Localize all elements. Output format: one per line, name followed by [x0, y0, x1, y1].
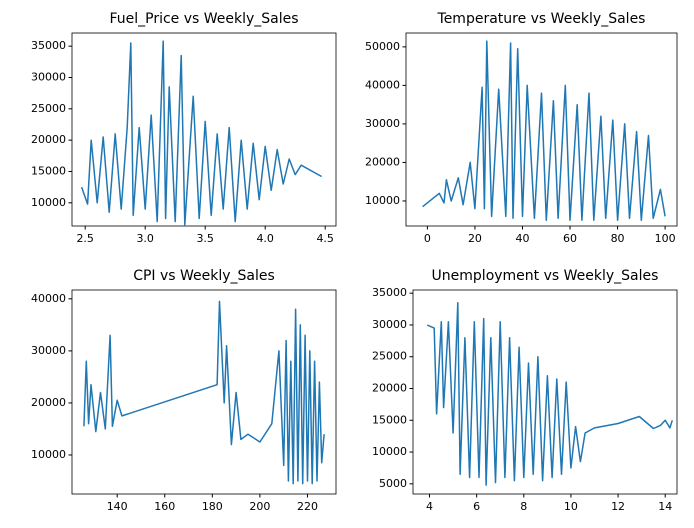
x-tick-label: 10 [564, 500, 578, 513]
x-tick-label: 4.0 [256, 232, 274, 245]
x-tick-label: 2.5 [76, 232, 94, 245]
y-tick-label: 20000 [365, 155, 400, 168]
y-tick-label: 5000 [379, 477, 407, 490]
x-tick-label: 12 [611, 500, 625, 513]
x-tick-label: 8 [520, 500, 527, 513]
x-tick-label: 80 [611, 232, 625, 245]
y-tick-label: 30000 [372, 318, 407, 331]
x-tick-label: 100 [655, 232, 676, 245]
line [83, 300, 325, 485]
x-tick-label: 220 [297, 500, 318, 513]
y-tick-label: 20000 [31, 396, 66, 409]
line [422, 40, 666, 221]
y-tick-label: 35000 [372, 286, 407, 299]
x-tick-label: 4.5 [316, 232, 334, 245]
x-tick-label: 160 [154, 500, 175, 513]
y-tick-label: 10000 [31, 196, 66, 209]
x-tick-label: 6 [473, 500, 480, 513]
x-tick-label: 140 [107, 500, 128, 513]
x-tick-label: 4 [426, 500, 433, 513]
y-tick-label: 50000 [365, 40, 400, 53]
x-tick-label: 180 [202, 500, 223, 513]
x-tick-label: 3.0 [136, 232, 154, 245]
y-tick-label: 35000 [31, 39, 66, 52]
chart-title: Unemployment vs Weekly_Sales [432, 268, 659, 284]
axes-frame [71, 32, 337, 227]
y-tick-label: 30000 [365, 117, 400, 130]
x-tick-label: 14 [658, 500, 672, 513]
chart-title: CPI vs Weekly_Sales [133, 268, 275, 284]
y-tick-label: 10000 [31, 448, 66, 461]
chart-title: Temperature vs Weekly_Sales [437, 11, 646, 27]
line [426, 301, 674, 486]
y-tick-label: 40000 [31, 292, 66, 305]
y-tick-label: 15000 [372, 413, 407, 426]
y-tick-label: 25000 [372, 350, 407, 363]
y-tick-label: 30000 [31, 344, 66, 357]
line [80, 40, 322, 226]
y-tick-label: 25000 [31, 102, 66, 115]
x-tick-label: 40 [515, 232, 529, 245]
y-tick-label: 15000 [31, 164, 66, 177]
chart-title: Fuel_Price vs Weekly_Sales [109, 11, 298, 27]
axes-frame [412, 289, 678, 495]
x-tick-label: 20 [468, 232, 482, 245]
y-tick-label: 20000 [31, 133, 66, 146]
y-tick-label: 40000 [365, 78, 400, 91]
axes-frame [71, 289, 337, 495]
y-tick-label: 10000 [372, 445, 407, 458]
y-tick-label: 30000 [31, 70, 66, 83]
x-tick-label: 0 [424, 232, 431, 245]
axes-frame [405, 32, 678, 227]
y-tick-label: 10000 [365, 194, 400, 207]
y-tick-label: 20000 [372, 382, 407, 395]
x-tick-label: 200 [249, 500, 270, 513]
x-tick-label: 3.5 [196, 232, 214, 245]
x-tick-label: 60 [563, 232, 577, 245]
